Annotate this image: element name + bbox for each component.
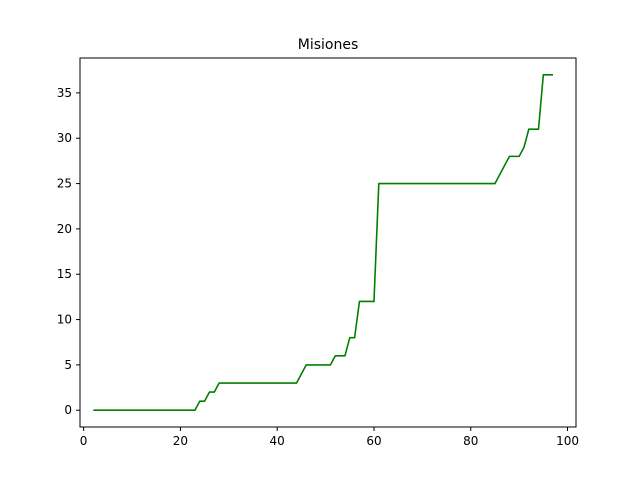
x-tick-label: 20 [173, 434, 188, 448]
y-tick-label: 15 [57, 267, 72, 281]
plot-frame [79, 57, 577, 428]
y-tick-label: 25 [57, 177, 72, 191]
y-axis: 0 5 10 15 20 25 30 35 [57, 86, 80, 417]
y-tick-label: 35 [57, 86, 72, 100]
y-tick-label: 30 [57, 131, 72, 145]
x-axis: 0 20 40 60 80 100 [80, 427, 579, 448]
x-tick-label: 100 [556, 434, 579, 448]
y-tick-label: 10 [57, 313, 72, 327]
x-tick-label: 40 [270, 434, 285, 448]
y-tick-label: 0 [64, 403, 72, 417]
x-tick-label: 60 [366, 434, 381, 448]
y-tick-label: 5 [64, 358, 72, 372]
chart-title: Misiones [298, 37, 359, 53]
series-line-0 [93, 73, 554, 412]
x-tick-label: 80 [463, 434, 478, 448]
y-tick-label: 20 [57, 222, 72, 236]
x-tick-label: 0 [80, 434, 88, 448]
